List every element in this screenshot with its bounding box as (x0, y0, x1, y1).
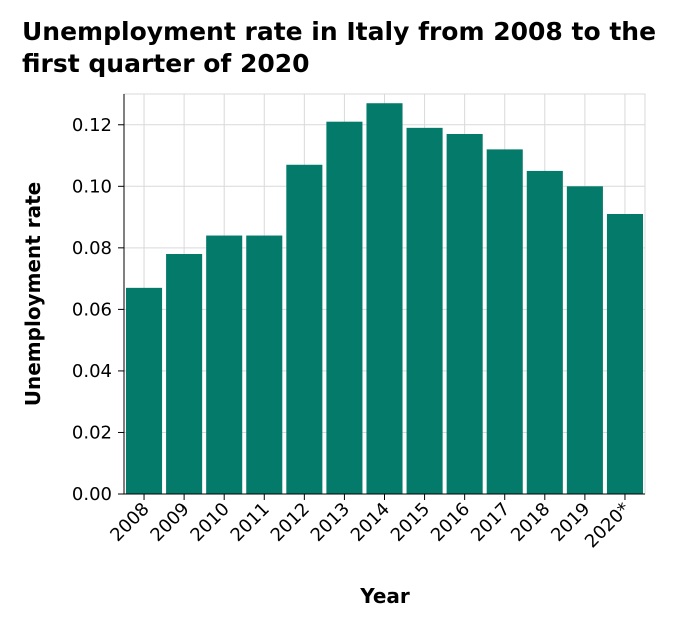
bar-2019 (566, 186, 603, 495)
x-tick-label: 2014 (347, 499, 394, 546)
x-tick-label: 2020* (581, 499, 635, 553)
x-tick-label: 2015 (387, 499, 434, 546)
bar-2013 (326, 121, 363, 494)
x-tick-label: 2012 (267, 499, 314, 546)
y-tick-label: 0.00 (72, 484, 112, 505)
chart-title: Unemployment rate in Italy from 2008 to … (22, 17, 657, 78)
bars (126, 103, 643, 495)
bar-2018 (526, 170, 563, 494)
bar-2020 (606, 214, 643, 494)
bar-2017 (486, 149, 523, 494)
bar-2016 (446, 134, 483, 494)
bar-2010 (206, 235, 243, 495)
x-tick-label: 2009 (146, 499, 193, 546)
bar-2015 (406, 127, 443, 494)
x-tick-label: 2017 (467, 499, 514, 546)
x-tick-label: 2016 (427, 499, 474, 546)
y-tick-label: 0.02 (72, 422, 112, 443)
y-tick-labels: 0.00 0.02 0.04 0.06 0.08 0.10 0.12 (72, 115, 112, 505)
bar-2014 (366, 103, 403, 494)
y-tick-label: 0.10 (72, 176, 112, 197)
x-tick-label: 2008 (106, 499, 153, 546)
y-axis-label: Unemployment rate (21, 182, 45, 406)
x-tick-label: 2018 (507, 499, 554, 546)
x-tick-label: 2010 (186, 499, 233, 546)
y-tick-label: 0.06 (72, 299, 112, 320)
y-tick-label: 0.12 (72, 115, 112, 136)
bar-2012 (286, 164, 323, 494)
y-tick-label: 0.04 (72, 361, 112, 382)
bar-2011 (246, 235, 283, 495)
bar-2008 (126, 287, 163, 494)
bar-2009 (166, 254, 203, 494)
y-tick-label: 0.08 (72, 238, 112, 259)
x-tick-label: 2011 (227, 499, 274, 546)
x-tick-labels: 2008200920102011201220132014201520162017… (106, 499, 634, 553)
x-axis-label: Year (359, 584, 410, 608)
x-tick-label: 2013 (307, 499, 354, 546)
axes (118, 94, 645, 500)
